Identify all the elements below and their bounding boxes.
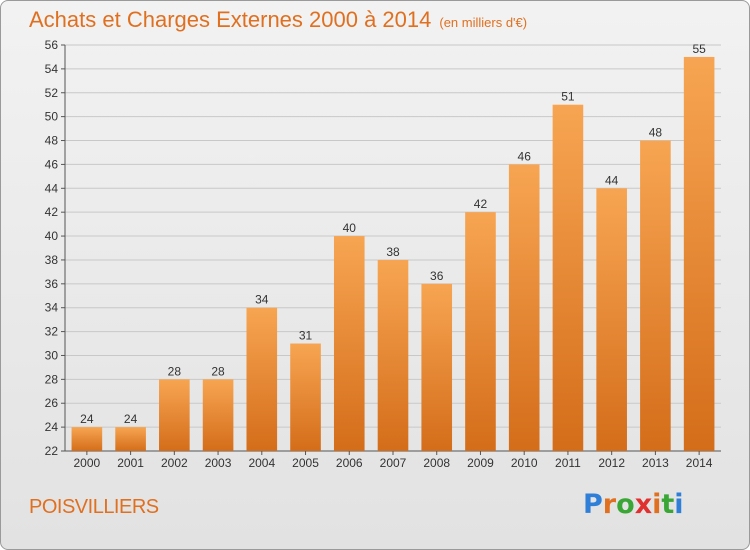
x-tick-label: 2005 xyxy=(292,456,319,470)
brand-letter: r xyxy=(602,489,617,520)
chart-title-text: Achats et Charges Externes 2000 à 2014 xyxy=(29,7,432,32)
x-tick-label: 2014 xyxy=(686,456,713,470)
bar-value-label: 51 xyxy=(561,90,575,104)
bar-value-label: 55 xyxy=(692,42,706,56)
bar xyxy=(202,379,234,451)
x-tick-label: 2008 xyxy=(423,456,450,470)
bar xyxy=(246,307,278,451)
bar-value-label: 38 xyxy=(386,245,400,259)
bar xyxy=(421,283,453,451)
y-tick-label: 38 xyxy=(45,253,59,267)
bar xyxy=(333,236,365,451)
x-tick-label: 2009 xyxy=(467,456,494,470)
x-tick-label: 2000 xyxy=(74,456,101,470)
y-tick-label: 40 xyxy=(45,229,59,243)
y-tick-label: 34 xyxy=(45,301,59,315)
bar-value-label: 28 xyxy=(211,364,225,378)
y-tick-label: 28 xyxy=(45,372,59,386)
bar xyxy=(683,56,715,452)
y-tick-label: 24 xyxy=(45,420,59,434)
bar-value-label: 42 xyxy=(474,197,488,211)
bar-value-label: 24 xyxy=(80,412,94,426)
x-tick-label: 2010 xyxy=(511,456,538,470)
x-tick-label: 2002 xyxy=(161,456,188,470)
y-tick-label: 36 xyxy=(45,277,59,291)
bar xyxy=(377,259,409,451)
bar xyxy=(290,343,321,451)
x-tick-label: 2006 xyxy=(336,456,363,470)
brand-letter: t xyxy=(661,489,675,520)
bar-value-label: 34 xyxy=(255,293,269,307)
x-tick-label: 2003 xyxy=(205,456,232,470)
brand-letter: x xyxy=(634,489,653,520)
x-tick-label: 2001 xyxy=(117,456,144,470)
y-tick-label: 52 xyxy=(45,86,59,100)
chart-title: Achats et Charges Externes 2000 à 2014 (e… xyxy=(29,7,527,33)
labels: 24 24 28 28 34 31 40 38 36 42 46 51 44 48 55 xyxy=(80,42,706,426)
bar-value-label: 28 xyxy=(168,364,182,378)
y-tick-label: 30 xyxy=(45,348,59,362)
brand-letter: i xyxy=(674,489,684,520)
y-tick-label: 54 xyxy=(45,62,59,76)
y-tick-label: 50 xyxy=(45,110,59,124)
bar xyxy=(596,188,627,451)
x-tick-label: 2012 xyxy=(598,456,625,470)
y-tick-label: 56 xyxy=(45,38,59,52)
bar-value-label: 40 xyxy=(343,221,357,235)
commune-name: POISVILLIERS xyxy=(29,496,159,518)
bar xyxy=(552,104,584,452)
bar-value-label: 36 xyxy=(430,269,444,283)
y-tick-label: 22 xyxy=(45,444,59,458)
x-tick-label: 2007 xyxy=(380,456,407,470)
bar xyxy=(465,212,496,451)
bars xyxy=(71,56,715,452)
y-tick-label: 26 xyxy=(45,396,59,410)
bar-value-label: 48 xyxy=(649,126,663,140)
bar xyxy=(159,379,190,451)
x-tick-label: 2013 xyxy=(642,456,669,470)
chart-subtitle: (en milliers d'€) xyxy=(439,15,528,30)
y-tick-label: 48 xyxy=(45,134,59,148)
bar-value-label: 24 xyxy=(124,412,138,426)
bar xyxy=(71,427,103,451)
bar-value-label: 31 xyxy=(299,329,313,343)
brand-letter: P xyxy=(583,489,603,520)
proxiti-logo: Proxiti xyxy=(583,489,684,520)
bar xyxy=(115,427,146,451)
bar-value-label: 44 xyxy=(605,173,619,187)
y-tick-label: 44 xyxy=(45,181,59,195)
y-tick-label: 32 xyxy=(45,325,59,339)
bar xyxy=(640,140,671,451)
brand-letter: o xyxy=(616,489,635,520)
y-tick-label: 42 xyxy=(45,205,59,219)
bar xyxy=(508,164,540,452)
y-tick-label: 46 xyxy=(45,157,59,171)
x-tick-label: 2004 xyxy=(248,456,275,470)
brand-letter: i xyxy=(652,489,662,520)
x-tick-label: 2011 xyxy=(555,456,581,470)
bar-value-label: 46 xyxy=(518,149,532,163)
